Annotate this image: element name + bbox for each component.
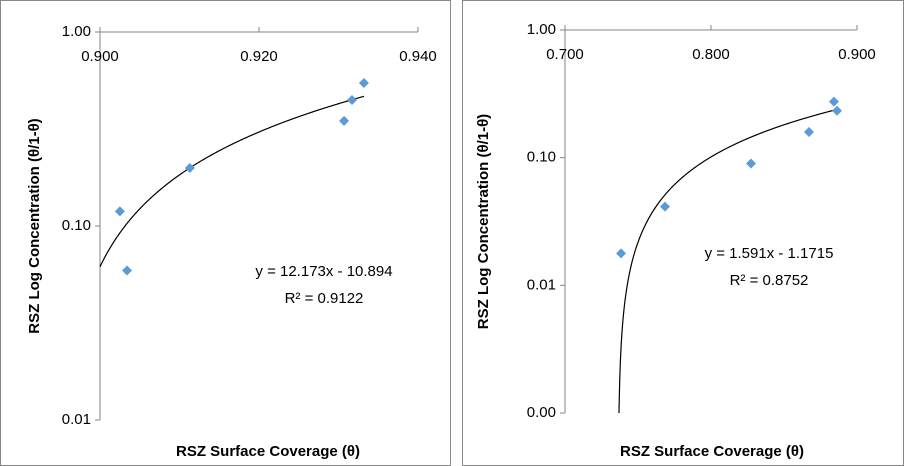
data-point [184,163,195,174]
x-tick-label: 0.900 [838,46,876,63]
data-point [339,115,350,126]
y-tick-label: 1.00 [527,21,556,38]
trend-r-squared: R² = 0.8752 [730,272,809,289]
x-tick-label: 0.900 [81,48,119,65]
y-axis-title: RSZ Log Concentration (θ/1-θ) [475,114,492,329]
trendline [618,108,838,414]
trendline [99,95,365,267]
panel-frame [0,0,451,466]
x-axis-title: RSZ Surface Coverage (θ) [620,443,804,460]
y-tick-label: 0.00 [527,404,556,421]
data-point [616,248,627,259]
data-point [746,158,757,169]
y-tick-label: 0.01 [527,276,556,293]
y-tick-label: 1.00 [62,23,91,40]
x-tick-label: 0.800 [692,46,730,63]
data-point [831,105,842,116]
x-tick-label: 0.700 [546,46,584,63]
y-axis-title: RSZ Log Concentration (θ/1-θ) [26,118,43,333]
data-point [660,201,671,212]
data-point [114,206,125,217]
y-tick-label: 0.10 [62,217,91,234]
data-point [803,126,814,137]
trend-equation: y = 1.591x - 1.1715 [705,245,834,262]
x-axis-title: RSZ Surface Coverage (θ) [176,443,360,460]
data-point [122,265,133,276]
trend-equation: y = 12.173x - 10.894 [255,263,392,280]
trend-r-squared: R² = 0.9122 [285,290,364,307]
x-tick-label: 0.920 [240,48,278,65]
panel-frame [462,0,904,466]
y-tick-label: 0.01 [62,411,91,428]
data-point [347,95,358,106]
y-tick-label: 0.10 [527,149,556,166]
data-point [828,96,839,107]
x-tick-label: 0.940 [399,48,437,65]
data-point [358,77,369,88]
